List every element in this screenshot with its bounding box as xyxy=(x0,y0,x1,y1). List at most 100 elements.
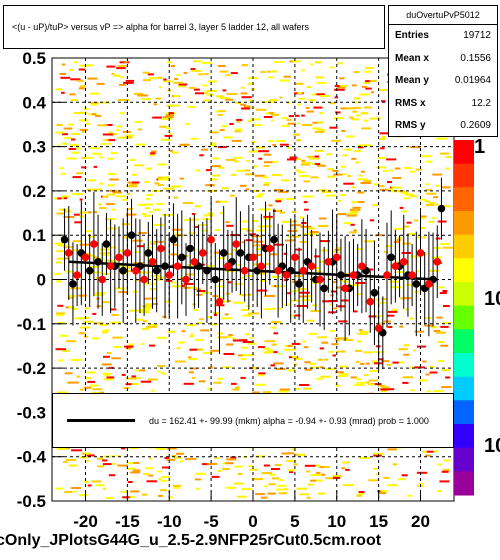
histogram-cell xyxy=(246,160,250,162)
histogram-cell xyxy=(378,185,385,188)
histogram-cell xyxy=(301,161,312,164)
histogram-cell xyxy=(270,321,282,324)
histogram-cell xyxy=(132,239,143,242)
histogram-cell xyxy=(353,310,358,313)
histogram-cell xyxy=(351,201,359,204)
data-point xyxy=(366,297,375,306)
histogram-cell xyxy=(95,292,106,294)
histogram-cell xyxy=(425,373,430,376)
data-point xyxy=(257,262,266,271)
histogram-cell xyxy=(86,122,91,125)
histogram-cell xyxy=(227,335,232,338)
histogram-cell xyxy=(435,237,441,240)
histogram-cell xyxy=(325,194,336,197)
histogram-cell xyxy=(209,131,220,134)
histogram-cell xyxy=(193,60,201,63)
histogram-cell xyxy=(391,286,402,289)
histogram-cell xyxy=(355,161,360,164)
histogram-cell xyxy=(296,158,301,161)
histogram-cell xyxy=(156,336,167,339)
histogram-cell xyxy=(382,169,388,172)
histogram-cell xyxy=(350,223,355,226)
histogram-cell xyxy=(329,126,338,129)
histogram-cell xyxy=(276,484,287,487)
histogram-cell xyxy=(150,242,156,245)
histogram-cell xyxy=(369,117,376,120)
histogram-cell xyxy=(98,203,102,206)
histogram-cell xyxy=(269,253,278,256)
histogram-cell xyxy=(153,278,164,281)
histogram-cell xyxy=(182,202,194,204)
histogram-cell xyxy=(160,372,166,375)
histogram-cell xyxy=(404,193,414,196)
histogram-cell xyxy=(127,181,133,184)
histogram-cell xyxy=(312,304,318,307)
histogram-cell xyxy=(134,369,140,372)
histogram-cell xyxy=(191,213,196,215)
histogram-cell xyxy=(225,343,234,346)
histogram-cell xyxy=(202,291,210,294)
histogram-cell xyxy=(240,92,248,95)
histogram-cell xyxy=(198,73,204,76)
histogram-cell xyxy=(425,450,434,453)
histogram-cell xyxy=(241,293,246,296)
histogram-cell xyxy=(373,467,379,470)
histogram-cell xyxy=(154,240,164,243)
histogram-cell xyxy=(279,79,290,82)
histogram-cell xyxy=(316,82,327,84)
histogram-cell xyxy=(371,383,382,386)
data-point xyxy=(90,240,98,248)
histogram-cell xyxy=(404,308,409,311)
histogram-cell xyxy=(359,457,370,459)
histogram-cell xyxy=(97,465,105,468)
histogram-cell xyxy=(295,114,300,117)
histogram-cell xyxy=(299,493,309,496)
histogram-cell xyxy=(110,152,118,155)
histogram-cell xyxy=(104,374,109,377)
histogram-cell xyxy=(134,121,143,123)
histogram-cell xyxy=(110,321,121,324)
histogram-cell xyxy=(216,332,224,335)
histogram-cell xyxy=(317,129,325,131)
histogram-cell xyxy=(435,331,446,334)
histogram-cell xyxy=(424,200,430,203)
histogram-cell xyxy=(440,325,449,328)
histogram-cell xyxy=(241,64,249,67)
histogram-cell xyxy=(289,60,294,63)
histogram-cell xyxy=(64,136,72,139)
histogram-cell xyxy=(254,174,265,177)
histogram-cell xyxy=(380,388,389,391)
histogram-cell xyxy=(433,450,439,453)
histogram-cell xyxy=(388,326,392,328)
histogram-cell xyxy=(364,240,375,243)
histogram-cell xyxy=(393,227,404,230)
histogram-cell xyxy=(129,158,135,161)
histogram-cell xyxy=(271,100,275,103)
histogram-cell xyxy=(324,466,330,468)
histogram-cell xyxy=(428,220,435,223)
histogram-cell xyxy=(108,131,113,134)
z-axis-label: 10 xyxy=(484,288,500,310)
histogram-cell xyxy=(109,261,118,264)
histogram-cell xyxy=(260,70,266,73)
histogram-cell xyxy=(332,354,336,357)
histogram-cell xyxy=(232,337,236,340)
histogram-cell xyxy=(102,301,111,304)
histogram-cell xyxy=(445,376,451,379)
histogram-cell xyxy=(102,133,114,136)
histogram-cell xyxy=(271,70,277,73)
histogram-cell xyxy=(320,375,331,378)
histogram-cell xyxy=(173,95,180,97)
histogram-cell xyxy=(239,228,249,231)
histogram-cell xyxy=(287,235,293,238)
histogram-cell xyxy=(66,157,77,160)
histogram-cell xyxy=(125,270,135,273)
histogram-cell xyxy=(318,189,328,192)
histogram-cell xyxy=(270,326,277,329)
histogram-cell xyxy=(88,254,94,257)
histogram-cell xyxy=(363,106,372,109)
histogram-cell xyxy=(188,356,192,359)
histogram-cell xyxy=(268,204,273,207)
histogram-cell xyxy=(214,251,224,254)
histogram-cell xyxy=(111,72,115,75)
